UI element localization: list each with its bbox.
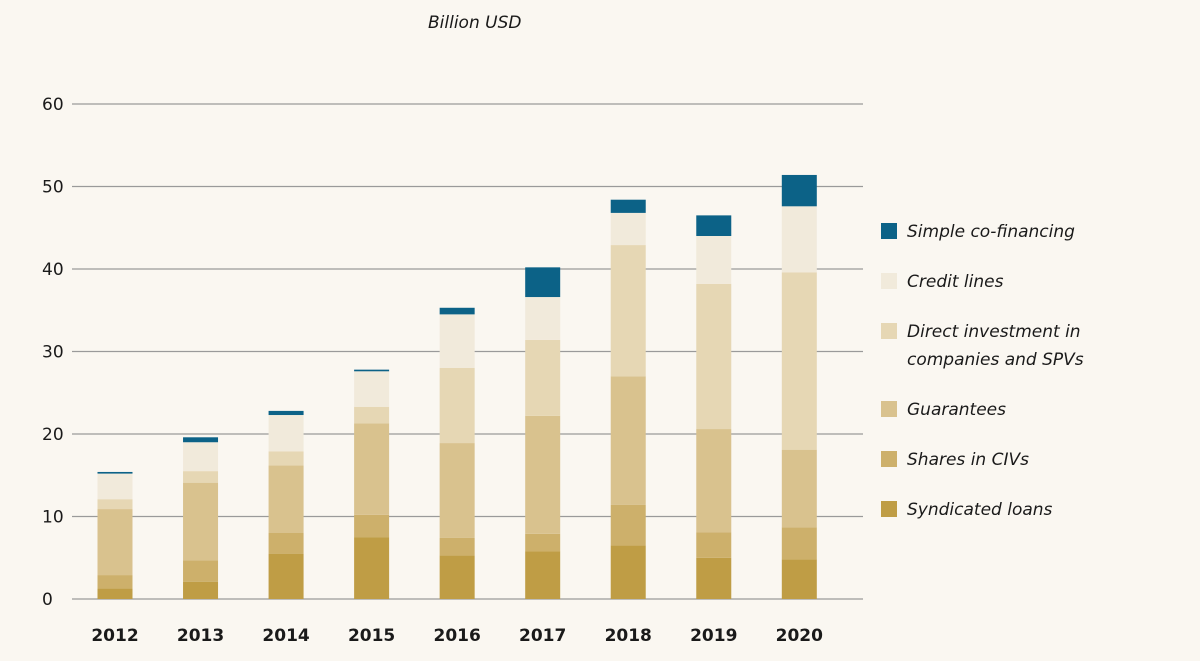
bar-segment-shares-in-civs-2017 [525,533,561,552]
bar-segment-shares-in-civs-2019 [696,532,732,558]
legend-label: Syndicated loans [907,500,1053,520]
legend-item: Credit lines [881,268,1107,296]
legend-label: Shares in CIVs [907,450,1029,470]
bar-segment-credit-lines-2014 [268,415,304,452]
bar-segment-simple-co-financing-2014 [268,410,304,416]
y-tick-label: 40 [42,260,64,280]
legend-item: Guarantees [881,396,1107,424]
x-tick-label: 2020 [776,626,823,646]
x-tick-label: 2017 [519,626,566,646]
legend-swatch [881,273,897,289]
bar-segment-direct-investment-in-companies-and-spvs-2020 [781,272,817,450]
bar-segment-credit-lines-2019 [696,236,732,284]
bar-segment-credit-lines-2015 [354,371,390,407]
legend-item: Simple co-financing [881,218,1107,246]
bar-segment-simple-co-financing-2013 [183,437,219,443]
bar-segment-simple-co-financing-2016 [439,307,475,315]
legend-swatch [881,451,897,467]
bar-segment-credit-lines-2017 [525,297,561,340]
chart-title: Billion USD [428,13,522,33]
x-tick-label: 2019 [690,626,737,646]
x-tick-label: 2015 [348,626,395,646]
y-tick-label: 20 [42,425,64,445]
bar-segment-direct-investment-in-companies-and-spvs-2012 [97,499,133,510]
bar-segment-guarantees-2019 [696,429,732,533]
bar-segment-direct-investment-in-companies-and-spvs-2016 [439,368,475,444]
y-tick-label: 50 [42,178,64,198]
x-tick-label: 2014 [262,626,309,646]
bar-segment-shares-in-civs-2014 [268,533,304,554]
bar-segment-simple-co-financing-2012 [97,471,133,474]
axis-labels: 0 10 20 30 40 50 60 2012 2013 2014 2015 2016 2017 201… [42,95,823,646]
bar-segment-guarantees-2015 [354,423,390,515]
bar-segment-simple-co-financing-2020 [781,174,817,207]
legend-label: Direct investment in companies and SPVs [907,322,1084,370]
x-tick-label: 2013 [177,626,224,646]
bar-segment-credit-lines-2016 [439,314,475,368]
bars [97,174,817,599]
legend-swatch [881,401,897,417]
bar-segment-shares-in-civs-2013 [183,560,219,582]
bar-segment-syndicated-loans-2012 [97,588,133,599]
bar-segment-direct-investment-in-companies-and-spvs-2015 [354,406,390,424]
bar-segment-syndicated-loans-2016 [439,555,475,599]
bar-segment-syndicated-loans-2020 [781,559,817,599]
bar-segment-guarantees-2013 [183,482,219,561]
bar-segment-direct-investment-in-companies-and-spvs-2019 [696,283,732,430]
bar-segment-guarantees-2018 [610,376,646,505]
legend-label: Guarantees [907,400,1006,420]
bar-segment-simple-co-financing-2019 [696,215,732,236]
bar-segment-direct-investment-in-companies-and-spvs-2014 [268,451,304,466]
bar-segment-simple-co-financing-2018 [610,199,646,213]
bar-segment-simple-co-financing-2017 [525,267,561,298]
bar-segment-guarantees-2020 [781,449,817,528]
bar-segment-credit-lines-2013 [183,442,219,472]
legend: Simple co-financing Credit lines Direct in… [881,218,1107,546]
bar-segment-syndicated-loans-2018 [610,545,646,599]
y-tick-label: 0 [42,590,53,610]
bar-segment-guarantees-2012 [97,509,133,576]
bar-segment-syndicated-loans-2013 [183,581,219,599]
bar-segment-shares-in-civs-2018 [610,504,646,546]
y-tick-label: 30 [42,343,64,363]
legend-item: Direct investment in companies and SPVs [881,318,1107,374]
bar-segment-credit-lines-2020 [781,206,817,273]
bar-segment-syndicated-loans-2014 [268,553,304,599]
bar-segment-syndicated-loans-2017 [525,551,561,599]
bar-segment-guarantees-2017 [525,415,561,534]
bar-segment-credit-lines-2012 [97,473,133,500]
x-tick-label: 2018 [605,626,652,646]
legend-swatch [881,323,897,339]
y-tick-label: 10 [42,508,64,528]
bar-segment-guarantees-2016 [439,443,475,538]
bar-segment-guarantees-2014 [268,465,304,533]
bar-segment-direct-investment-in-companies-and-spvs-2013 [183,471,219,483]
bar-segment-syndicated-loans-2019 [696,557,732,599]
bar-segment-direct-investment-in-companies-and-spvs-2017 [525,339,561,416]
legend-item: Shares in CIVs [881,446,1107,474]
legend-label: Credit lines [907,272,1004,292]
bar-segment-shares-in-civs-2012 [97,575,133,589]
y-tick-label: 60 [42,95,64,115]
bar-segment-direct-investment-in-companies-and-spvs-2018 [610,245,646,377]
x-tick-label: 2016 [433,626,480,646]
bar-segment-credit-lines-2018 [610,212,646,246]
legend-item: Syndicated loans [881,496,1107,524]
legend-label: Simple co-financing [907,222,1075,242]
legend-swatch [881,223,897,239]
bar-segment-shares-in-civs-2015 [354,514,390,538]
x-tick-label: 2012 [91,626,138,646]
bar-segment-shares-in-civs-2020 [781,527,817,560]
bar-segment-simple-co-financing-2015 [354,369,390,372]
bar-segment-syndicated-loans-2015 [354,537,390,599]
legend-swatch [881,501,897,517]
bar-segment-shares-in-civs-2016 [439,537,475,556]
